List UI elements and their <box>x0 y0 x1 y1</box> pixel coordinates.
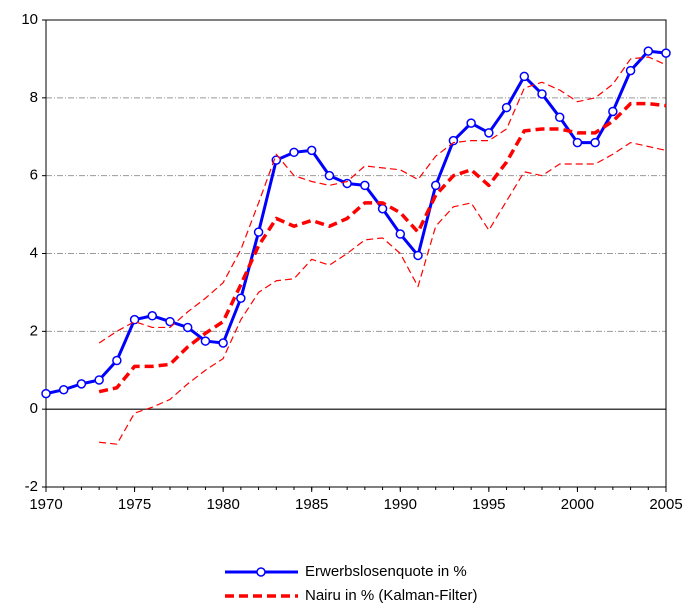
y-tick-label: -2 <box>25 478 38 495</box>
marker <box>306 145 317 156</box>
marker <box>324 170 335 181</box>
marker <box>554 112 565 123</box>
marker <box>572 137 583 148</box>
plot-frame <box>45 19 667 488</box>
x-tick-label: 1975 <box>118 496 151 513</box>
marker <box>608 106 618 117</box>
marker <box>182 322 193 333</box>
x-tick-label: 1990 <box>384 496 417 513</box>
marker <box>289 147 299 158</box>
y-tick-label: 2 <box>30 322 38 339</box>
marker <box>661 48 671 58</box>
x-tick-label: 1980 <box>206 496 239 513</box>
marker <box>94 375 104 385</box>
series-line <box>99 141 667 445</box>
marker <box>430 180 441 191</box>
marker <box>41 388 51 399</box>
series-line <box>45 49 667 396</box>
marker <box>342 178 352 189</box>
legend-label: Erwerbslosenquote in % <box>305 563 467 580</box>
y-tick-label: 8 <box>30 89 38 106</box>
marker <box>200 336 211 346</box>
x-tick-label: 1985 <box>295 496 328 513</box>
marker <box>360 180 370 191</box>
marker <box>519 71 530 82</box>
marker <box>147 311 158 321</box>
legend-marker <box>256 567 266 577</box>
marker <box>413 250 423 261</box>
marker <box>236 293 246 304</box>
marker <box>271 155 282 165</box>
x-tick-label: 1970 <box>29 496 62 513</box>
marker <box>448 135 459 146</box>
marker <box>76 379 87 389</box>
legend-label: Nairu in % (Kalman-Filter) <box>305 587 478 604</box>
marker <box>466 118 476 128</box>
marker <box>537 89 547 99</box>
marker <box>625 65 636 76</box>
y-tick-label: 6 <box>30 167 38 184</box>
y-tick-label: 0 <box>30 400 38 417</box>
series-line <box>98 101 667 394</box>
x-tick-label: 2005 <box>649 496 682 513</box>
marker <box>129 314 140 325</box>
marker <box>253 227 264 237</box>
marker <box>395 229 406 239</box>
marker <box>218 338 228 348</box>
marker <box>484 128 494 138</box>
series-line <box>98 56 667 344</box>
marker <box>590 137 600 148</box>
marker <box>501 102 512 113</box>
marker <box>58 384 69 395</box>
x-tick-label: 2000 <box>561 496 594 513</box>
marker <box>643 46 654 56</box>
marker <box>112 355 122 366</box>
marker <box>165 316 175 327</box>
marker <box>377 203 388 214</box>
y-tick-label: 4 <box>30 244 38 261</box>
x-tick-label: 1995 <box>472 496 505 513</box>
y-tick-label: 10 <box>21 11 38 28</box>
